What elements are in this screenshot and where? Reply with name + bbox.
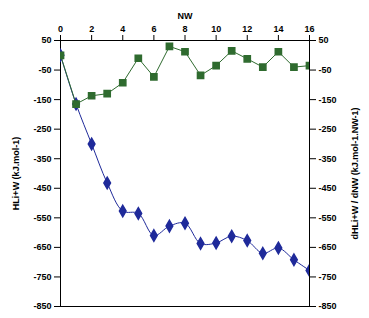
svg-text:-50: -50 bbox=[38, 65, 51, 75]
svg-text:-150: -150 bbox=[319, 94, 337, 104]
svg-text:10: 10 bbox=[211, 24, 221, 34]
svg-text:4: 4 bbox=[120, 24, 125, 34]
svg-text:2: 2 bbox=[89, 24, 94, 34]
svg-text:12: 12 bbox=[242, 24, 252, 34]
svg-text:-50: -50 bbox=[319, 65, 332, 75]
svg-text:14: 14 bbox=[273, 24, 283, 34]
svg-text:-750: -750 bbox=[33, 272, 51, 282]
svg-text:-550: -550 bbox=[319, 213, 337, 223]
svg-text:0: 0 bbox=[58, 24, 63, 34]
svg-text:50: 50 bbox=[41, 35, 51, 45]
svg-text:HLi+W (kJ.mol-1): HLi+W (kJ.mol-1) bbox=[11, 137, 21, 210]
svg-text:-350: -350 bbox=[319, 154, 337, 164]
svg-text:-850: -850 bbox=[319, 301, 337, 311]
svg-text:-650: -650 bbox=[319, 242, 337, 252]
svg-text:-750: -750 bbox=[319, 272, 337, 282]
svg-text:-450: -450 bbox=[319, 183, 337, 193]
svg-text:16: 16 bbox=[304, 24, 314, 34]
svg-text:-450: -450 bbox=[33, 183, 51, 193]
svg-text:-650: -650 bbox=[33, 242, 51, 252]
svg-text:8: 8 bbox=[182, 24, 187, 34]
svg-text:-250: -250 bbox=[33, 124, 51, 134]
svg-text:50: 50 bbox=[319, 35, 329, 45]
svg-text:NW: NW bbox=[178, 11, 193, 21]
svg-text:-150: -150 bbox=[33, 94, 51, 104]
svg-text:-850: -850 bbox=[33, 301, 51, 311]
svg-text:dHLi+W / dNW (kJ.mol-1.NW-1): dHLi+W / dNW (kJ.mol-1.NW-1) bbox=[350, 107, 360, 239]
svg-text:-350: -350 bbox=[33, 154, 51, 164]
svg-text:6: 6 bbox=[151, 24, 156, 34]
svg-text:-250: -250 bbox=[319, 124, 337, 134]
svg-text:-550: -550 bbox=[33, 213, 51, 223]
